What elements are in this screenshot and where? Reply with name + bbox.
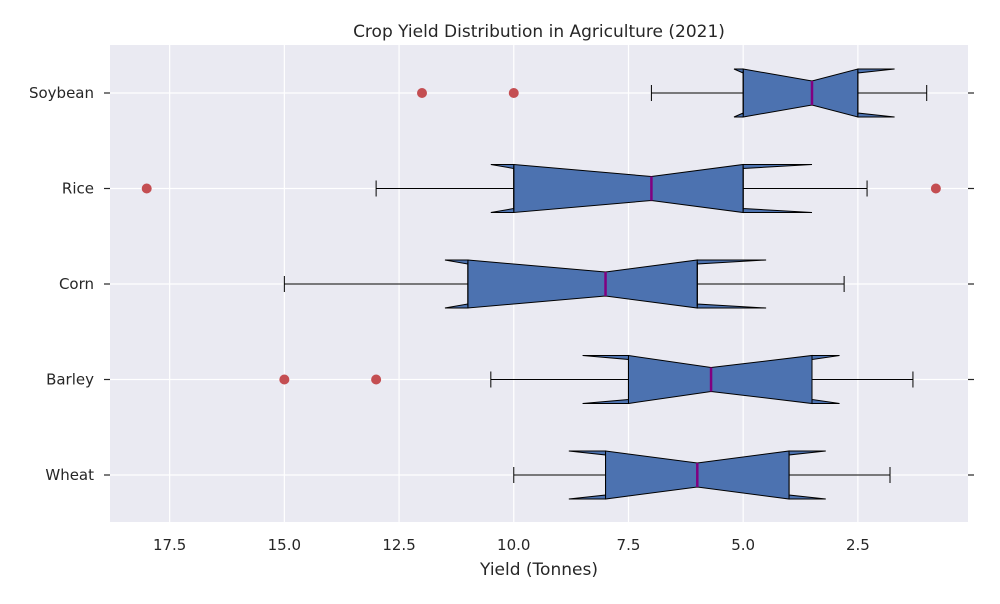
x-tick-label: 15.0 bbox=[268, 536, 301, 554]
outlier-point bbox=[141, 183, 152, 194]
x-tick-label: 10.0 bbox=[497, 536, 530, 554]
outlier-point bbox=[371, 374, 382, 385]
y-tick-label: Corn bbox=[59, 275, 94, 293]
chart-title: Crop Yield Distribution in Agriculture (… bbox=[353, 22, 725, 42]
x-tick-label: 7.5 bbox=[617, 536, 641, 554]
outlier-point bbox=[279, 374, 290, 385]
outlier-point bbox=[930, 183, 941, 194]
x-tick-label: 17.5 bbox=[153, 536, 186, 554]
outlier-point bbox=[417, 88, 427, 98]
x-tick-label: 2.5 bbox=[846, 536, 870, 554]
outlier-point bbox=[508, 88, 519, 98]
x-axis-label: Yield (Tonnes) bbox=[479, 560, 598, 580]
x-tick-label: 5.0 bbox=[731, 536, 755, 554]
y-tick-label: Wheat bbox=[45, 466, 94, 484]
y-tick-label: Soybean bbox=[29, 84, 94, 102]
x-tick-label: 12.5 bbox=[382, 536, 415, 554]
y-tick-label: Barley bbox=[46, 371, 94, 389]
y-tick-label: Rice bbox=[62, 180, 94, 198]
